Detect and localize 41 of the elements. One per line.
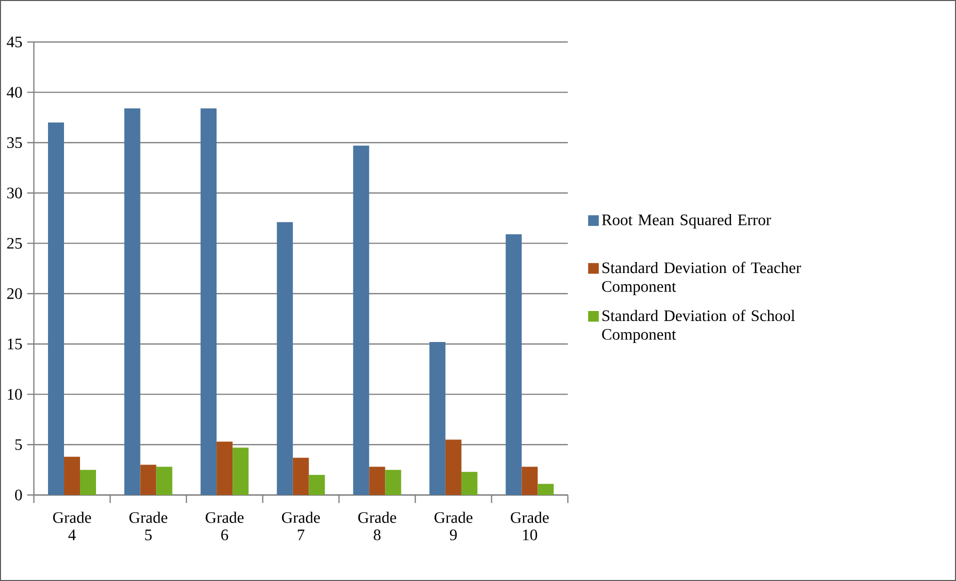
y-tick-label: 15 <box>8 338 22 350</box>
bar <box>200 108 217 495</box>
y-tick-label: 0 <box>15 490 22 500</box>
x-tick-label: Grade 10 <box>510 512 549 540</box>
bar <box>140 464 156 495</box>
legend-label: Standard Deviation of School Component <box>602 310 795 344</box>
legend-label: Root Mean Squared Error <box>602 214 772 229</box>
bar <box>216 442 233 495</box>
bar <box>385 470 402 495</box>
bar <box>276 222 293 495</box>
bar <box>80 470 96 495</box>
legend-label: Standard Deviation of Teacher Component <box>602 262 802 296</box>
x-tick-label: Grade 7 <box>282 512 320 540</box>
bar <box>353 146 370 495</box>
bar <box>48 122 64 495</box>
y-tick-label: 25 <box>7 238 22 249</box>
bar <box>232 448 249 495</box>
y-tick-label: 35 <box>7 137 22 148</box>
y-tick-label: 45 <box>6 36 22 48</box>
y-tick-label: 20 <box>7 288 22 300</box>
y-tick-label: 5 <box>15 439 22 450</box>
bar <box>538 484 554 495</box>
y-tick-label: 40 <box>6 86 22 98</box>
x-tick-label: Grade 5 <box>129 512 168 540</box>
y-tick-label: 30 <box>7 188 22 198</box>
bar <box>156 466 172 495</box>
bar <box>461 472 478 495</box>
y-tick-label: 10 <box>8 388 22 400</box>
x-tick-label: Grade 4 <box>53 512 91 540</box>
bar <box>445 440 462 495</box>
bar <box>369 466 386 495</box>
x-tick-label: Grade 9 <box>434 512 472 540</box>
bar <box>429 342 446 495</box>
bar <box>292 458 309 495</box>
bar <box>64 456 80 495</box>
bar <box>308 474 325 495</box>
bar <box>506 234 522 495</box>
bar <box>124 108 140 495</box>
bar <box>522 466 538 495</box>
x-tick-label: Grade 6 <box>206 512 244 540</box>
x-tick-label: Grade 8 <box>358 512 396 540</box>
